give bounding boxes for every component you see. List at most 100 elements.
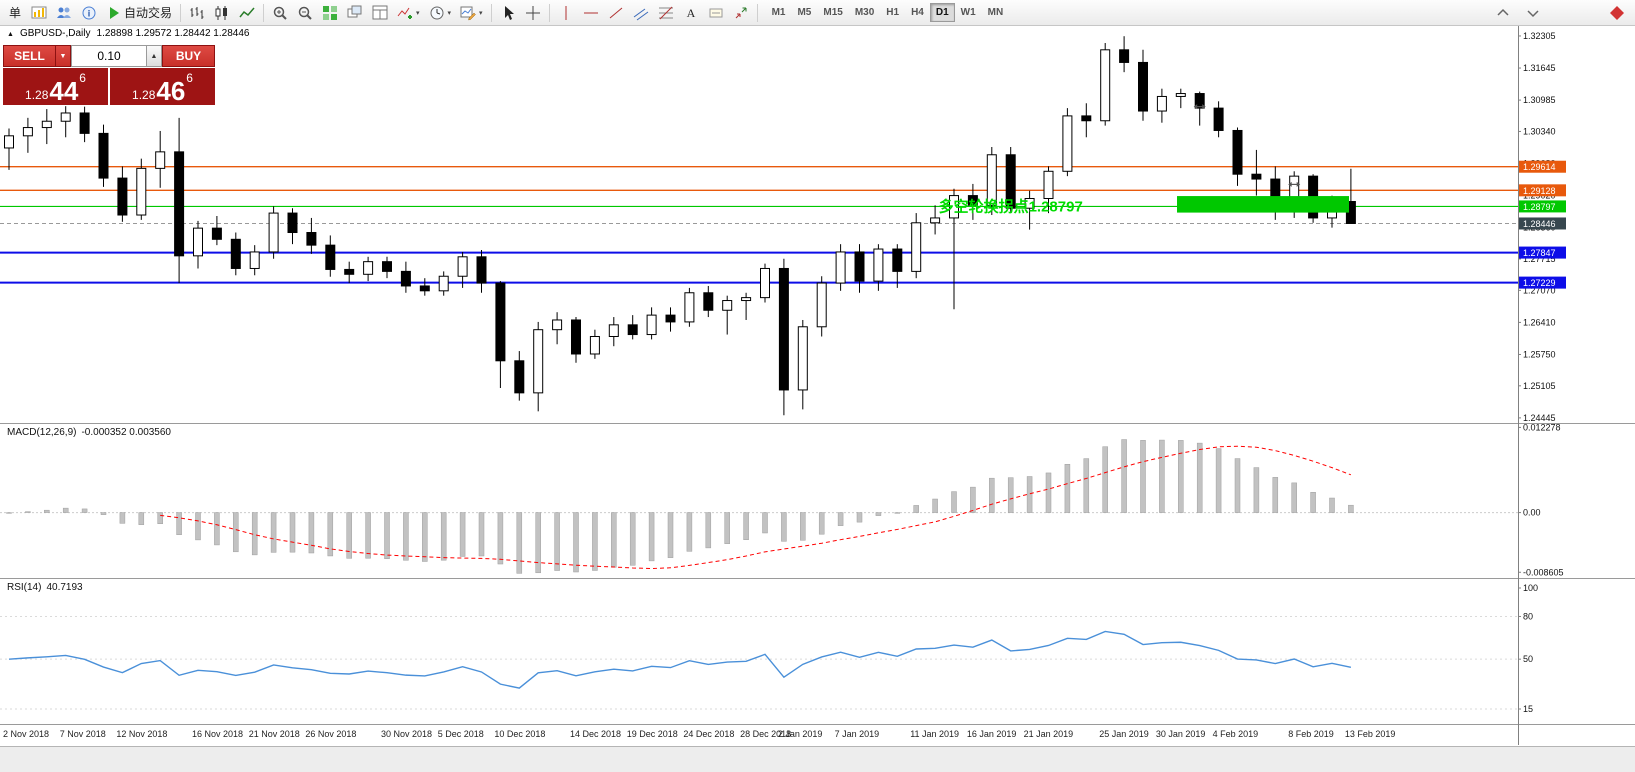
- crosshair-button[interactable]: [521, 2, 545, 24]
- date-label: 26 Nov 2018: [305, 729, 356, 739]
- price-axis-label: 1.25750: [1523, 349, 1556, 359]
- bar-chart-mode-button[interactable]: [185, 2, 209, 24]
- price-axis-label: 1.25105: [1523, 381, 1556, 391]
- timeframe-h1-button[interactable]: H1: [886, 7, 900, 18]
- date-label: 5 Dec 2018: [438, 729, 484, 739]
- cascade-windows-button[interactable]: [343, 2, 367, 24]
- sell-button[interactable]: SELL: [3, 45, 56, 67]
- indicators-button[interactable]: ▾: [393, 2, 424, 24]
- timeframe-m5-button[interactable]: M5: [797, 7, 812, 18]
- date-label: 2 Nov 2018: [3, 729, 49, 739]
- arrows-tool-button[interactable]: [729, 2, 753, 24]
- zoom-in-icon: [272, 5, 288, 21]
- price-axis-label: 1.30985: [1523, 95, 1556, 105]
- one-click-panel-toggle-icon[interactable]: ▲: [7, 31, 14, 38]
- scroll-up-button[interactable]: [1491, 2, 1515, 24]
- toolbar-separator: [490, 3, 492, 22]
- profiles-button[interactable]: [52, 2, 76, 24]
- date-label: 16 Jan 2019: [967, 729, 1017, 739]
- zoom-in-button[interactable]: [268, 2, 292, 24]
- buy-button[interactable]: BUY: [162, 45, 215, 67]
- cursor-button[interactable]: [496, 2, 520, 24]
- scroll-up-icon: [1495, 5, 1511, 21]
- trendline-tool-icon: [608, 5, 624, 21]
- volume-up-button[interactable]: ▲: [147, 45, 162, 67]
- data-window-button[interactable]: i: [77, 2, 101, 24]
- one-click-trading-panel: SELL ▼ 0.10 ▲ BUY 1.28 44 6 1.28 46 6: [3, 45, 215, 105]
- timeframe-m1-button[interactable]: M1: [771, 7, 786, 18]
- text-label-tool-button[interactable]: [704, 2, 728, 24]
- arrange-windows-button[interactable]: [368, 2, 392, 24]
- price-tag: 1.29128: [1519, 184, 1566, 197]
- cursor-icon: [500, 5, 516, 21]
- horizontal-line-tool-icon: [583, 5, 599, 21]
- rsi-value: 40.7193: [46, 582, 83, 593]
- timeframe-m30-button[interactable]: M30: [854, 7, 875, 18]
- arrange-windows-icon: [372, 5, 388, 21]
- bid-pipette: 6: [79, 71, 86, 85]
- ask-quote[interactable]: 1.28 46 6: [110, 68, 215, 105]
- timeframe-h4-button[interactable]: H4: [911, 7, 924, 18]
- autotrading-button[interactable]: 自动交易: [102, 2, 176, 24]
- timeframe-m15-button[interactable]: M15: [823, 7, 843, 18]
- periods-button[interactable]: ▾: [425, 2, 456, 24]
- svg-text:1.27847: 1.27847: [1523, 248, 1556, 258]
- double-arrow-marker[interactable]: [1288, 181, 1301, 187]
- fibonacci-tool-icon: [658, 5, 674, 21]
- toolbar-separator: [180, 3, 182, 22]
- date-label: 11 Jan 2019: [910, 729, 959, 739]
- rsi-axis-label: 100: [1523, 583, 1538, 593]
- svg-text:1.29614: 1.29614: [1523, 162, 1556, 172]
- equidistant-channel-tool-icon: [633, 5, 649, 21]
- vertical-line-tool-button[interactable]: [554, 2, 578, 24]
- rsi-indicator-label: RSI(14) 40.7193: [7, 582, 83, 593]
- zoom-out-button[interactable]: [293, 2, 317, 24]
- new-chart-button[interactable]: [27, 2, 51, 24]
- new-order-button[interactable]: 单: [4, 2, 26, 24]
- timeframe-w1-button[interactable]: W1: [960, 7, 976, 18]
- timeframe-mn-button[interactable]: MN: [987, 7, 1004, 18]
- indicators-icon: [397, 5, 413, 21]
- new-order-label: 单: [8, 6, 21, 20]
- status-strip: [0, 746, 1635, 772]
- date-label: 2 Jan 2019: [778, 729, 823, 739]
- equidistant-channel-tool-button[interactable]: [629, 2, 653, 24]
- horizontal-line-tool-button[interactable]: [579, 2, 603, 24]
- profiles-icon: [56, 5, 72, 21]
- price-axis-label: 1.27070: [1523, 285, 1556, 295]
- double-arrow-marker[interactable]: [1193, 104, 1206, 110]
- date-label: 8 Feb 2019: [1288, 729, 1334, 739]
- trendline-tool-button[interactable]: [604, 2, 628, 24]
- price-tag: 1.28446: [1519, 217, 1566, 230]
- fibonacci-tool-button[interactable]: [654, 2, 678, 24]
- date-label: 7 Jan 2019: [835, 729, 880, 739]
- brand-button[interactable]: [1605, 2, 1629, 24]
- macd-indicator-label: MACD(12,26,9) -0.000352 0.003560: [7, 427, 171, 438]
- candle-chart-mode-button[interactable]: [210, 2, 234, 24]
- chevron-down-icon: ▾: [416, 9, 420, 17]
- line-chart-mode-button[interactable]: [235, 2, 259, 24]
- highlight-rectangle[interactable]: [1177, 196, 1350, 213]
- annotation-text[interactable]: 多空轮换拐点1.28797: [939, 197, 1083, 215]
- macd-values: -0.000352 0.003560: [81, 427, 171, 438]
- sell-options-dropdown[interactable]: ▼: [56, 45, 71, 67]
- rsi-axis-label: 15: [1523, 704, 1533, 714]
- date-label: 21 Nov 2018: [249, 729, 300, 739]
- svg-text:1.29128: 1.29128: [1523, 186, 1556, 196]
- volume-input[interactable]: 0.10: [71, 45, 147, 67]
- templates-button[interactable]: ▾: [456, 2, 487, 24]
- scroll-down-button[interactable]: [1521, 2, 1545, 24]
- chevron-down-icon: ▾: [479, 9, 483, 17]
- tile-windows-button[interactable]: [318, 2, 342, 24]
- macd-histogram: [6, 439, 1354, 574]
- text-tool-button[interactable]: A: [679, 2, 703, 24]
- ask-big-digits: 46: [156, 75, 186, 106]
- chevron-down-icon: ▼: [59, 52, 67, 60]
- svg-text:i: i: [88, 8, 91, 18]
- cascade-windows-icon: [347, 5, 363, 21]
- macd-axis-label: 0.012278: [1523, 422, 1561, 432]
- bid-quote[interactable]: 1.28 44 6: [3, 68, 108, 105]
- timeframe-d1-button[interactable]: D1: [929, 3, 955, 22]
